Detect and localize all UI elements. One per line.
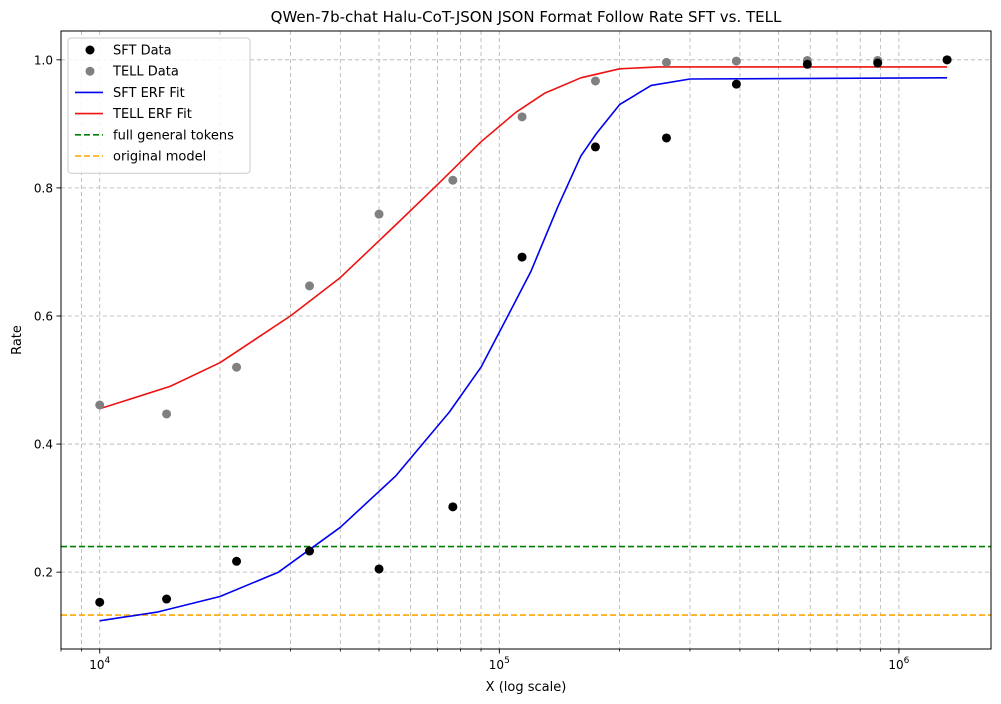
data-point bbox=[305, 546, 315, 556]
data-point bbox=[731, 79, 741, 89]
legend-label: TELL Data bbox=[112, 65, 179, 80]
y-axis-label: Rate bbox=[10, 325, 25, 355]
legend-label: SFT ERF Fit bbox=[113, 86, 185, 101]
data-point bbox=[661, 57, 671, 67]
data-point bbox=[731, 56, 741, 66]
x-axis-ticks: 104 105 106 bbox=[60, 649, 910, 672]
data-point bbox=[305, 281, 315, 291]
data-point bbox=[232, 362, 242, 372]
data-point bbox=[95, 400, 105, 410]
plot-frame bbox=[60, 30, 992, 650]
data-point bbox=[162, 594, 172, 604]
data-point bbox=[374, 209, 384, 219]
legend: SFT Data TELL Data SFT ERF Fit TELL ERF Fit… bbox=[67, 37, 251, 174]
y-tick-label: 0.2 bbox=[34, 566, 53, 580]
data-point bbox=[374, 564, 384, 574]
data-point bbox=[517, 252, 527, 262]
x-tick-label: 106 bbox=[888, 656, 909, 672]
y-tick-label: 1.0 bbox=[34, 53, 53, 67]
data-point bbox=[448, 502, 458, 512]
x-tick-label: 104 bbox=[89, 656, 110, 672]
data-point bbox=[162, 409, 172, 419]
chart-title: QWen-7b-chat Halu-CoT-JSON JSON Format F… bbox=[271, 8, 782, 26]
x-tick-label: 105 bbox=[489, 656, 510, 672]
fit-curves bbox=[99, 66, 948, 622]
data-point bbox=[517, 112, 527, 122]
y-axis-ticks: 0.2 0.4 0.6 0.8 1.0 bbox=[34, 53, 61, 580]
fit-curve bbox=[99, 77, 948, 622]
reference-lines bbox=[61, 545, 991, 616]
legend-box bbox=[67, 37, 251, 174]
data-point bbox=[661, 133, 671, 143]
y-tick-label: 0.4 bbox=[34, 438, 53, 452]
data-point bbox=[590, 76, 600, 86]
data-point bbox=[942, 55, 952, 65]
data-point bbox=[232, 556, 242, 566]
legend-label: original model bbox=[113, 150, 206, 165]
y-tick-label: 0.8 bbox=[34, 181, 53, 195]
legend-label: TELL ERF Fit bbox=[112, 107, 192, 122]
legend-marker bbox=[85, 66, 95, 76]
legend-label: full general tokens bbox=[113, 128, 234, 143]
data-point bbox=[448, 175, 458, 185]
legend-label: SFT Data bbox=[113, 44, 172, 59]
y-tick-label: 0.6 bbox=[34, 309, 53, 323]
data-point bbox=[802, 59, 812, 69]
fit-curve bbox=[99, 66, 948, 410]
data-point bbox=[95, 597, 105, 607]
data-point bbox=[590, 142, 600, 152]
data-point bbox=[873, 58, 883, 68]
legend-marker bbox=[85, 45, 95, 55]
data-points bbox=[95, 55, 952, 607]
x-axis-label: X (log scale) bbox=[486, 680, 567, 695]
